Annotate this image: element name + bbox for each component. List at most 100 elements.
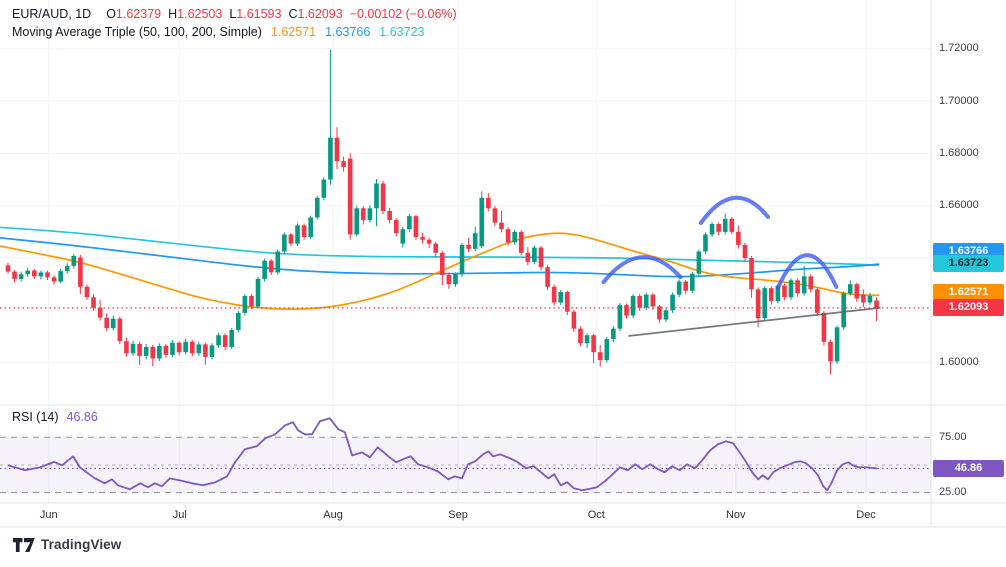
candle-body <box>143 346 149 356</box>
candle-body <box>762 288 767 319</box>
candle-body <box>518 231 524 253</box>
price-badge: 1.62571 <box>933 283 1004 301</box>
candle-body <box>242 295 248 313</box>
candle-body <box>486 197 491 209</box>
symbol-title[interactable]: EUR/AUD, 1D <box>12 7 92 21</box>
candle-body <box>5 265 11 272</box>
candle-body <box>347 158 353 235</box>
ohlc-key: O <box>106 7 116 21</box>
candle-body <box>58 271 63 282</box>
candle-body <box>749 258 754 290</box>
candle-body <box>591 335 596 353</box>
candle-body <box>124 341 129 354</box>
price-badge: 46.86 <box>933 459 1004 477</box>
month-label: Aug <box>323 509 343 521</box>
candle-body <box>249 295 254 307</box>
candle-body <box>867 295 873 303</box>
tradingview-wordmark: TradingView <box>41 537 122 552</box>
candle-body <box>45 272 50 278</box>
candle-body <box>637 295 642 308</box>
candle-body <box>795 280 800 294</box>
candle-body <box>512 231 517 243</box>
candle-body <box>222 335 228 347</box>
candle-body <box>768 288 774 302</box>
price-badge: 1.62093 <box>933 299 1004 316</box>
candle-body <box>163 345 169 355</box>
candle-body <box>97 307 103 318</box>
candle-body <box>854 284 860 299</box>
indicator-label[interactable]: Moving Average Triple (50, 100, 200, Sim… <box>12 25 262 39</box>
candle-body <box>584 335 590 344</box>
arc-drawing <box>601 255 683 285</box>
candle-body <box>407 216 412 230</box>
candle-body <box>597 352 603 361</box>
candle-body <box>657 306 662 320</box>
ma-value: 1.63723 <box>379 25 425 39</box>
candle-body <box>558 292 564 303</box>
candle-body <box>189 341 195 354</box>
tradingview-logo[interactable]: TradingView <box>13 537 121 552</box>
candle-body <box>716 224 721 232</box>
candle-body <box>18 274 24 279</box>
candle-body <box>354 208 360 235</box>
candle-body <box>117 318 123 342</box>
change-value: −0.00102 (−0.06%) <box>349 7 457 21</box>
candle-body <box>525 252 531 262</box>
candle-body <box>84 286 90 298</box>
candle-body <box>255 278 261 307</box>
candle-body <box>420 237 425 240</box>
sma-200-line <box>0 226 880 267</box>
candle-body <box>196 344 202 354</box>
price-axis-label: 1.66000 <box>939 199 979 212</box>
candle-body <box>137 343 142 356</box>
candle-body <box>400 229 406 244</box>
candle-body <box>538 247 544 268</box>
candle-body <box>229 329 235 347</box>
candle-body <box>216 335 221 346</box>
symbol-header: EUR/AUD, 1D O1.62379 H1.62503 L1.61593 C1.62… <box>12 7 457 21</box>
candle-body <box>203 344 208 357</box>
candle-body <box>630 295 636 316</box>
candle-body <box>374 183 379 209</box>
candle-body <box>551 286 557 303</box>
candle-body <box>775 285 781 302</box>
candle-body <box>815 289 820 313</box>
candle-body <box>282 234 287 252</box>
price-axis-label: 1.72000 <box>939 42 979 55</box>
candle-body <box>466 244 471 249</box>
candle-body <box>834 327 840 362</box>
candle-body <box>683 281 689 291</box>
candle-body <box>275 251 281 273</box>
price-axis-label: 1.60000 <box>939 356 979 369</box>
candle-body <box>12 271 17 279</box>
sma-50-line <box>0 232 880 310</box>
rsi-axis-label: 25.00 <box>939 486 967 499</box>
candle-body <box>236 312 241 330</box>
candle-body <box>578 328 583 344</box>
tradingview-logo-icon <box>13 537 35 552</box>
candle-body <box>38 272 44 277</box>
candle-body <box>209 345 215 357</box>
candle-body <box>696 251 702 274</box>
candle-body <box>841 293 846 328</box>
candle-body <box>861 294 866 303</box>
candle-body <box>433 243 438 253</box>
candle-body <box>268 260 274 273</box>
price-axis-label: 1.70000 <box>939 94 979 107</box>
candle-body <box>446 275 452 285</box>
candle-body <box>828 341 833 362</box>
candle-body <box>426 239 432 244</box>
candle-body <box>380 183 386 211</box>
candle-body <box>650 294 656 307</box>
rsi-label[interactable]: RSI (14) <box>12 410 59 424</box>
candle-body <box>25 270 31 275</box>
candle-body <box>565 292 570 312</box>
ohlc-value: 1.62379 <box>115 7 162 21</box>
rsi-header: RSI (14) 46.86 <box>12 410 98 424</box>
candle-body <box>288 234 294 244</box>
candle-body <box>801 276 807 294</box>
ohlc-value: 1.61593 <box>236 7 282 21</box>
candle-body <box>729 218 735 232</box>
candle-body <box>703 234 708 252</box>
